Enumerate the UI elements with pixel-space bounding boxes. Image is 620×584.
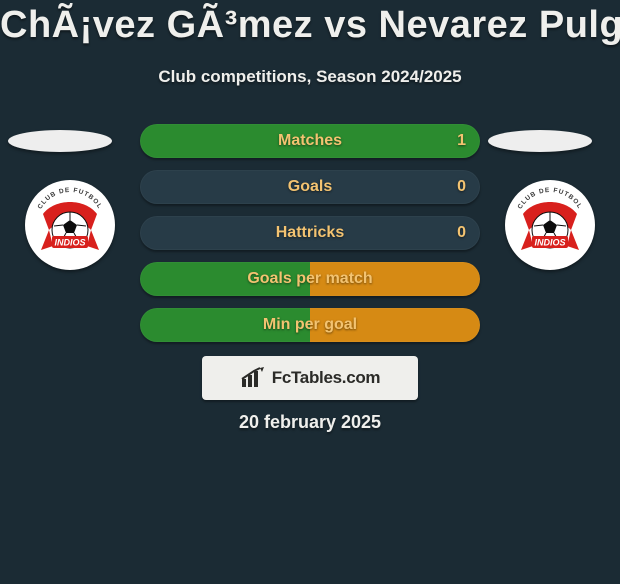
stat-value-right: 1 [457,124,466,158]
club-badge-right: CLUB DE FUTBOL INDIOS [505,180,595,270]
stat-label: Matches [140,132,480,150]
club-badge-left: CLUB DE FUTBOL INDIOS [25,180,115,270]
player-photo-right [488,130,592,152]
stat-label: Goals [140,178,480,196]
player-photo-left [8,130,112,152]
comparison-title: ChÃ¡vez GÃ³mez vs Nevarez Pulgarin [0,4,620,47]
fctables-logo-text: FcTables.com [272,368,381,388]
stat-row: Goals per match [140,262,480,296]
fctables-logo: FcTables.com [202,356,418,400]
stat-label: Goals per match [140,270,480,288]
stat-row: Min per goal [140,308,480,342]
stat-label: Min per goal [140,316,480,334]
stats-table: Matches1Goals0Hattricks0Goals per matchM… [140,124,480,354]
bar-chart-icon [240,367,266,389]
stat-label: Hattricks [140,224,480,242]
snapshot-date: 20 february 2025 [0,412,620,433]
svg-text:INDIOS: INDIOS [534,238,565,248]
svg-text:INDIOS: INDIOS [54,238,85,248]
stat-row: Hattricks0 [140,216,480,250]
comparison-subtitle: Club competitions, Season 2024/2025 [0,67,620,87]
stat-row: Goals0 [140,170,480,204]
stat-value-right: 0 [457,216,466,250]
stat-value-right: 0 [457,170,466,204]
stat-row: Matches1 [140,124,480,158]
